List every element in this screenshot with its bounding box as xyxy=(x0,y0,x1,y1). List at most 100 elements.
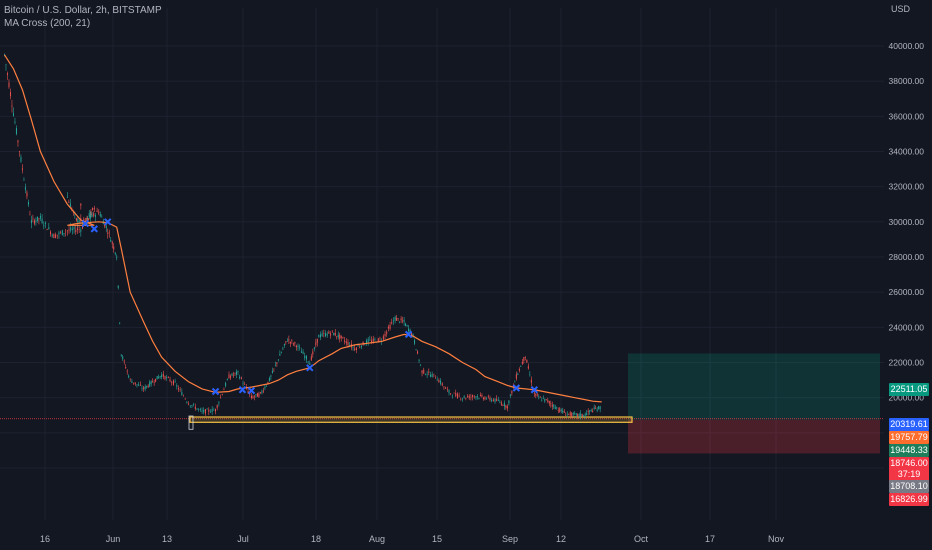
candle-body xyxy=(291,340,293,342)
candle-body xyxy=(337,334,339,338)
profit-zone[interactable] xyxy=(628,353,880,420)
candle-body xyxy=(75,218,77,221)
x-tick-label: Jun xyxy=(106,534,121,544)
candle-body xyxy=(302,351,304,354)
indicator-title[interactable]: MA Cross (200, 21) xyxy=(4,18,91,29)
candle-body xyxy=(216,405,218,408)
candle-body xyxy=(553,404,555,408)
candle-body xyxy=(82,225,84,229)
candle-body xyxy=(445,387,447,389)
candle-body xyxy=(123,360,125,362)
price-tag: 18746.00 37:19 xyxy=(889,457,929,482)
candle-body xyxy=(436,379,438,381)
x-tick-label: Oct xyxy=(634,534,649,544)
x-tick-label: 12 xyxy=(556,534,566,544)
candle-body xyxy=(453,392,455,394)
candle-body xyxy=(406,325,408,326)
candle-body xyxy=(305,355,307,360)
candle-body xyxy=(88,218,90,220)
candle-body xyxy=(70,227,72,231)
candle-body xyxy=(3,54,5,55)
candle-body xyxy=(460,398,462,400)
candle-body xyxy=(367,339,369,343)
candle-body xyxy=(450,393,452,394)
candle-body xyxy=(384,333,386,336)
candle-body xyxy=(538,396,540,398)
candle-body xyxy=(152,381,154,383)
candle-body xyxy=(520,366,522,367)
candle-body xyxy=(527,366,529,369)
candle-body xyxy=(53,234,55,239)
candle-body xyxy=(244,384,246,385)
candle-body xyxy=(310,356,312,361)
ma-cross-marker xyxy=(211,387,220,396)
candle-body xyxy=(18,151,20,152)
candle-body xyxy=(428,371,430,373)
candle-body xyxy=(215,408,217,412)
candle-body xyxy=(315,342,317,346)
candle-body xyxy=(577,413,579,417)
candle-body xyxy=(581,414,583,417)
candle-body xyxy=(529,374,531,376)
x-tick-label: Jul xyxy=(237,534,249,544)
stop-zone[interactable] xyxy=(628,419,880,454)
x-tick-label: 13 xyxy=(162,534,172,544)
symbol-title[interactable]: Bitcoin / U.S. Dollar, 2h, BITSTAMP xyxy=(4,5,162,16)
candle-body xyxy=(557,410,559,412)
candle-body xyxy=(94,214,96,217)
support-zone[interactable] xyxy=(189,416,633,423)
candle-body xyxy=(545,399,547,400)
price-tag-value: 19448.33 xyxy=(890,445,928,455)
candle-body xyxy=(285,341,287,343)
candle-body xyxy=(446,388,448,390)
currency-label[interactable]: USD xyxy=(890,4,910,14)
candle-body xyxy=(484,397,486,400)
candle-body xyxy=(171,381,173,383)
ma-cross-marker xyxy=(247,386,256,395)
support-handle[interactable] xyxy=(188,415,194,430)
candle-body xyxy=(542,398,544,399)
candle-body xyxy=(262,390,264,392)
candle-body xyxy=(580,413,582,417)
candle-body xyxy=(274,364,276,366)
candle-body xyxy=(203,409,205,412)
candle-body xyxy=(319,334,321,338)
price-tag: 20319.61 xyxy=(889,418,929,431)
candle-body xyxy=(360,345,362,348)
candle-body xyxy=(461,398,463,400)
candle-body xyxy=(389,324,391,329)
ma-cross-marker xyxy=(104,218,112,226)
candle-body xyxy=(418,359,420,361)
candle-body xyxy=(131,381,133,383)
candle-body xyxy=(134,382,136,385)
candle-body xyxy=(213,410,215,411)
candle-body xyxy=(174,381,176,383)
candle-body xyxy=(133,382,135,384)
candle-body xyxy=(179,389,181,390)
candle-body xyxy=(264,386,266,389)
candle-body xyxy=(595,408,597,410)
candle-body xyxy=(119,322,121,324)
candle-body xyxy=(420,364,422,366)
candle-body xyxy=(38,218,40,220)
candle-body xyxy=(191,405,193,406)
candle-body xyxy=(304,355,306,359)
candle-body xyxy=(237,371,239,373)
candle-body xyxy=(12,113,14,116)
candle-body xyxy=(71,228,73,230)
candle-body xyxy=(396,317,398,321)
candle-body xyxy=(150,381,152,385)
candle-body xyxy=(73,226,75,230)
candle-body xyxy=(172,380,174,385)
x-axis[interactable]: 16 Jun 13 Jul 18 Aug 15 Sep 12 Oct 17 Nov xyxy=(40,534,785,544)
candle-body xyxy=(55,234,57,238)
price-tag-value: 18708.10 xyxy=(890,481,928,491)
candle-body xyxy=(475,396,477,398)
candle-body xyxy=(294,342,296,344)
candle-body xyxy=(39,215,41,219)
candle-body xyxy=(476,396,478,397)
candle-body xyxy=(321,333,323,336)
candle-body xyxy=(541,400,543,401)
candle-body xyxy=(223,389,225,391)
